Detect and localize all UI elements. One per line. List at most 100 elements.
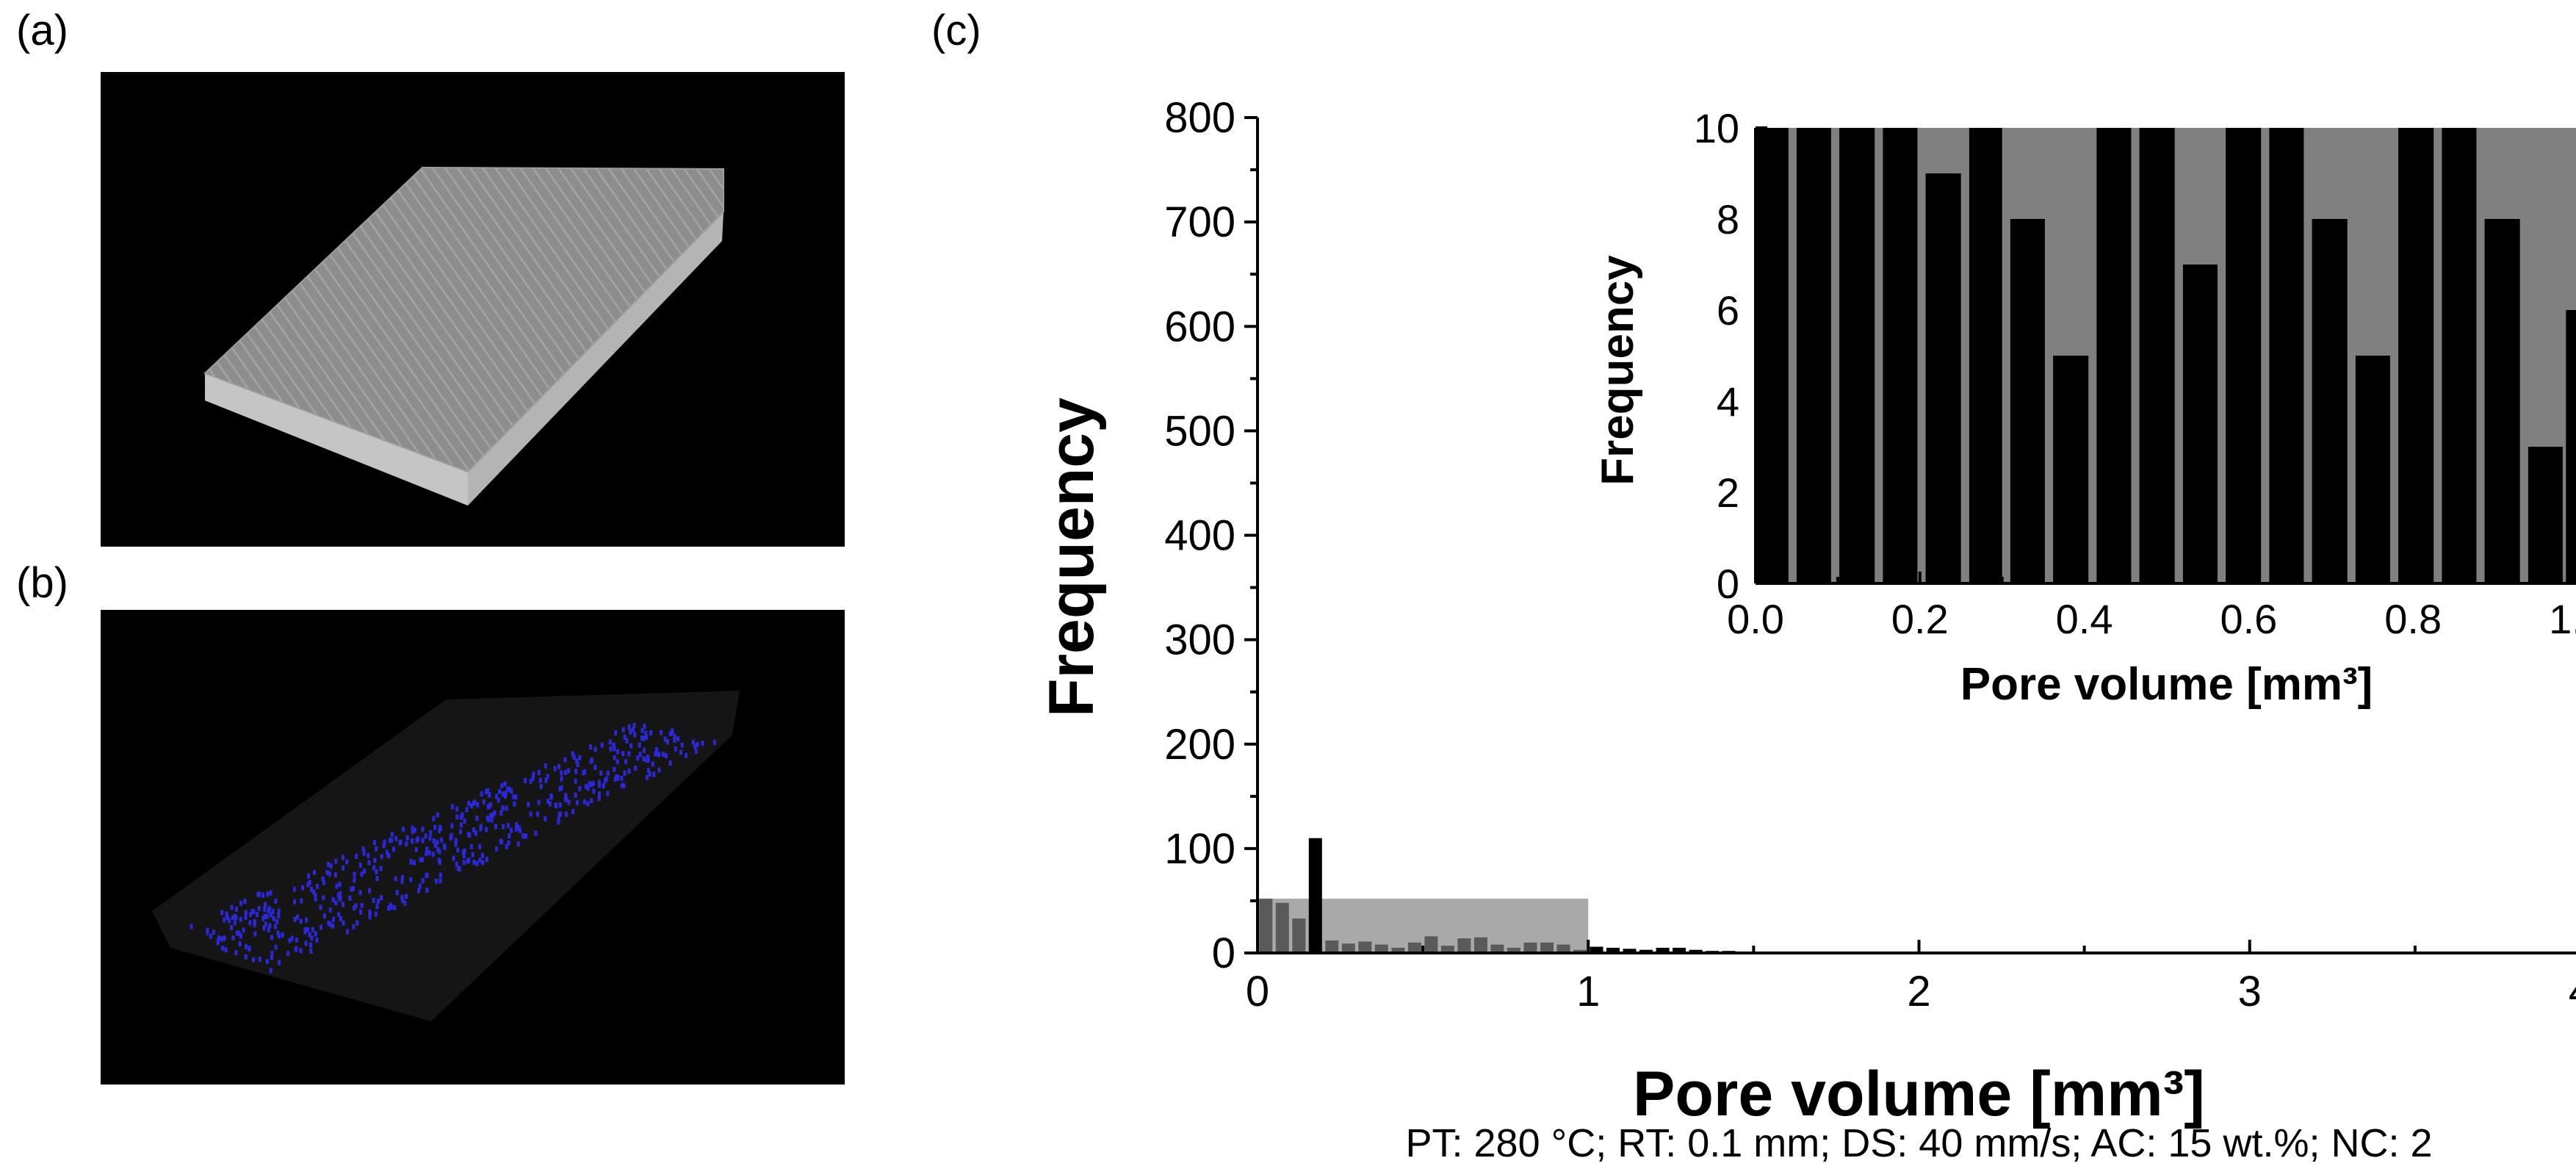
pore-dot [354, 903, 358, 909]
pore-dot [353, 871, 356, 877]
pore-dot [404, 893, 408, 899]
zoom-region-highlight [1258, 899, 1589, 953]
pore-dot [305, 917, 309, 923]
pore-dot [265, 913, 269, 919]
panel-a-image [101, 72, 845, 547]
pore-dot [351, 885, 355, 891]
pore-dot [591, 780, 595, 786]
pore-dot [286, 951, 290, 957]
y-tick-label: 600 [1164, 303, 1235, 350]
pore-dot [393, 904, 397, 910]
pore-dot [400, 894, 404, 900]
pore-dot [599, 770, 603, 776]
panel-c-label: (c) [931, 7, 981, 54]
pore-dot [228, 918, 231, 924]
pore-dot [372, 898, 375, 903]
pore-dot [332, 917, 335, 922]
pore-dot [480, 791, 483, 796]
pore-dot [612, 742, 616, 748]
inset-y-tick-label: 4 [1717, 378, 1739, 425]
pore-dot [398, 840, 402, 846]
pore-dot [514, 794, 518, 799]
pore-dot [572, 755, 576, 760]
pore-dot [403, 900, 407, 906]
pore-dot [225, 911, 228, 917]
pore-dot [623, 770, 627, 776]
pore-dot [586, 801, 590, 807]
pore-dot [502, 824, 505, 830]
pore-dot [327, 921, 331, 927]
pore-dot [455, 861, 458, 867]
inset-histogram-bar [2484, 219, 2520, 583]
pore-dot [553, 766, 557, 771]
pore-dot [258, 957, 261, 962]
pore-dot [680, 742, 684, 748]
pore-dot [341, 902, 344, 907]
inset-y-tick-label: 6 [1717, 287, 1739, 334]
pore-dot [598, 783, 601, 788]
pore-dot [498, 788, 501, 794]
pore-dot [674, 746, 677, 752]
pore-dot [379, 866, 383, 871]
pore-dot [454, 838, 458, 844]
pore-dot [339, 896, 342, 902]
pore-dot [484, 788, 488, 794]
pore-dot [574, 792, 577, 798]
panel-b-image [101, 610, 845, 1085]
pore-dot [226, 914, 229, 920]
pore-dot [342, 920, 345, 926]
pore-dot [255, 912, 259, 918]
pore-dot [589, 744, 593, 749]
pore-dot [636, 755, 640, 761]
y-tick-label: 400 [1164, 512, 1235, 560]
pore-dot [334, 858, 338, 864]
pore-dot [395, 890, 399, 896]
pore-dot [400, 874, 404, 880]
pore-dot [296, 914, 300, 920]
pore-dot [620, 775, 624, 781]
slab-outline [152, 691, 740, 1021]
pore-dot [466, 832, 470, 838]
pore-dot [421, 857, 424, 863]
pore-dot [515, 821, 519, 827]
pore-dot [638, 752, 642, 758]
pore-dot [646, 757, 650, 763]
pore-dot [529, 778, 533, 784]
pore-dot [417, 888, 421, 893]
pore-dot [239, 916, 242, 922]
pore-dot [431, 852, 435, 857]
pore-dot [306, 927, 309, 932]
pore-dot [493, 810, 497, 816]
pore-dot [490, 817, 494, 823]
pore-dot [269, 890, 273, 896]
pore-dot [244, 943, 248, 949]
pore-dot [413, 827, 416, 833]
pore-dot [506, 822, 510, 828]
pore-dot [306, 882, 310, 888]
pore-dot [574, 769, 578, 774]
pore-dot [436, 846, 440, 852]
y-tick-label: 0 [1212, 929, 1235, 977]
pore-dot [439, 872, 442, 878]
histogram-bar [1391, 947, 1405, 953]
pore-dot [565, 811, 568, 817]
pore-dot [564, 795, 568, 801]
pore-dot [439, 860, 441, 865]
pore-dot [277, 933, 281, 939]
pore-dot [462, 860, 466, 866]
pore-dot [487, 817, 491, 823]
pore-dot [560, 770, 563, 776]
pore-dot [338, 882, 342, 887]
pore-dot [623, 734, 627, 740]
pore-dot [560, 776, 563, 782]
inset-histogram-bar [1925, 173, 1961, 583]
pore-dot [665, 753, 668, 759]
pore-dot [328, 921, 332, 927]
pore-dot [217, 938, 220, 943]
pore-dot [268, 923, 272, 929]
pore-dot [472, 827, 476, 833]
pore-dot [339, 891, 342, 896]
pore-dot [438, 849, 441, 855]
pore-dot [326, 861, 330, 867]
pore-dot [380, 895, 383, 901]
